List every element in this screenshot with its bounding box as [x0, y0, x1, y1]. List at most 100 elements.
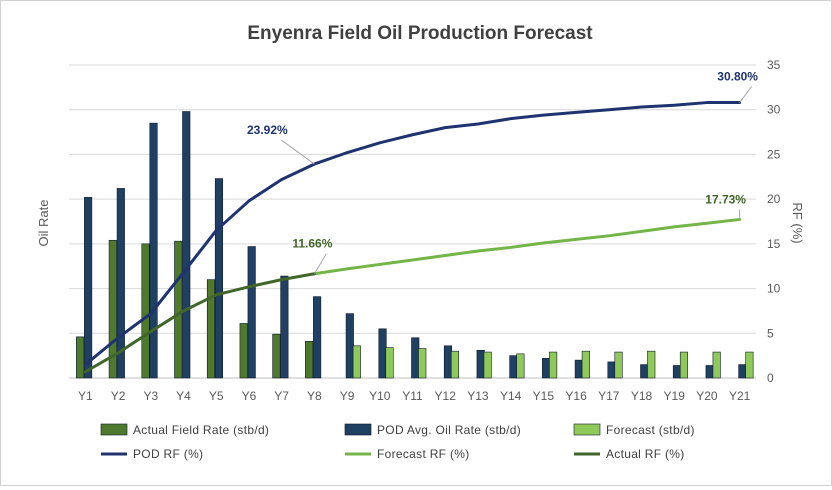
x-tick-label: Y13	[467, 389, 489, 403]
annotation-label: 11.66%	[292, 237, 332, 251]
bar	[614, 351, 623, 379]
x-tick-label: Y5	[209, 389, 224, 403]
bar	[239, 323, 248, 379]
x-tick-label: Y10	[369, 389, 391, 403]
x-tick-label: Y20	[696, 389, 718, 403]
bar	[206, 279, 216, 379]
bar	[305, 341, 314, 379]
series-line	[83, 101, 742, 367]
bar	[313, 296, 322, 379]
bar	[378, 328, 387, 379]
bar	[549, 351, 558, 379]
y2-tick-label: 15	[767, 237, 781, 251]
x-tick-label: Y14	[500, 389, 522, 403]
y2-tick-label: 25	[767, 147, 781, 161]
annotation-leader	[281, 139, 315, 165]
bar	[385, 347, 394, 379]
bar	[418, 348, 427, 379]
bar	[174, 240, 183, 379]
bar	[411, 337, 420, 379]
bar	[84, 197, 93, 379]
legend-label: Forecast (stb/d)	[606, 423, 695, 437]
x-tick-label: Y8	[307, 389, 322, 403]
bar	[516, 353, 525, 379]
x-tick-label: Y3	[143, 389, 158, 403]
x-tick-label: Y11	[402, 389, 423, 403]
bar	[247, 246, 256, 379]
bar	[542, 358, 551, 379]
legend: Actual Field Rate (stb/d) POD Avg. Oil Ra…	[100, 423, 695, 461]
y2-tick-label: 35	[767, 58, 781, 72]
x-tick-label: Y21	[729, 389, 751, 403]
bar	[116, 188, 125, 379]
y2-axis-title: RF (%)	[790, 202, 805, 243]
legend-swatch	[100, 423, 128, 436]
bar	[149, 122, 158, 379]
x-tick-label: Y16	[565, 389, 587, 403]
legend-label: POD RF (%)	[133, 447, 203, 461]
bar	[607, 361, 616, 379]
annotation-label: 23.92%	[247, 123, 288, 137]
legend-swatch	[344, 423, 372, 436]
y2-tick-label: 20	[767, 192, 781, 206]
legend-label: Actual Field Rate (stb/d)	[133, 423, 269, 437]
x-tick-label: Y1	[78, 389, 93, 403]
x-axis-ticks: Y1 Y2 Y3 Y4 Y5 Y6 Y7 Y8 Y9 Y10 Y11 Y12 Y13 Y14 Y15 Y16 Y…	[78, 389, 751, 403]
x-tick-label: Y2	[111, 389, 126, 403]
bar	[345, 313, 354, 379]
x-tick-label: Y12	[435, 389, 457, 403]
bar	[712, 351, 721, 379]
bar	[76, 336, 85, 379]
bar	[483, 351, 492, 379]
gridlines	[69, 64, 756, 379]
bar-series-group	[76, 111, 754, 379]
series-line	[83, 272, 316, 374]
bar	[272, 333, 281, 379]
annotation-label: 30.80%	[717, 70, 758, 84]
legend-label: Forecast RF (%)	[377, 447, 470, 461]
annotation-leader	[739, 86, 753, 103]
bar	[182, 111, 191, 379]
x-tick-label: Y17	[598, 389, 620, 403]
y2-tick-label: 10	[767, 282, 781, 296]
y2-tick-label: 0	[767, 371, 774, 385]
y2-axis-ticks: 0 5 10 15 20 25 30 35	[767, 58, 781, 385]
bar	[443, 345, 453, 379]
annotation-label: 17.73%	[705, 192, 746, 206]
legend-label: POD Avg. Oil Rate (stb/d)	[377, 423, 521, 437]
bar	[280, 275, 289, 379]
legend-swatch	[573, 423, 601, 436]
y2-tick-label: 5	[767, 326, 774, 340]
bar	[108, 239, 117, 379]
bar	[214, 178, 224, 379]
bar	[450, 350, 460, 379]
bar	[679, 351, 689, 379]
bar	[509, 355, 518, 379]
x-tick-label: Y15	[533, 389, 555, 403]
x-tick-label: Y19	[664, 389, 686, 403]
line-series-group	[83, 101, 742, 374]
bar	[647, 350, 656, 379]
bar	[738, 364, 747, 379]
series-line	[312, 217, 742, 276]
x-tick-label: Y9	[340, 389, 355, 403]
annotation-leader	[313, 253, 327, 274]
y2-tick-label: 30	[767, 103, 781, 117]
x-tick-label: Y7	[274, 389, 289, 403]
bar	[141, 243, 150, 379]
bar	[476, 349, 485, 379]
x-tick-label: Y4	[176, 389, 191, 403]
bar	[581, 350, 590, 379]
bar	[745, 351, 754, 379]
bar	[705, 365, 714, 379]
chart-title: Enyenra Field Oil Production Forecast	[247, 23, 593, 44]
legend-label: Actual RF (%)	[606, 447, 685, 461]
annotations-group: 23.92% 30.80% 11.66% 17.73%	[247, 70, 758, 274]
bar	[672, 365, 682, 379]
y-axis-title: Oil Rate	[36, 200, 51, 247]
bar	[352, 345, 361, 379]
bar	[640, 364, 649, 379]
bar	[574, 359, 583, 379]
